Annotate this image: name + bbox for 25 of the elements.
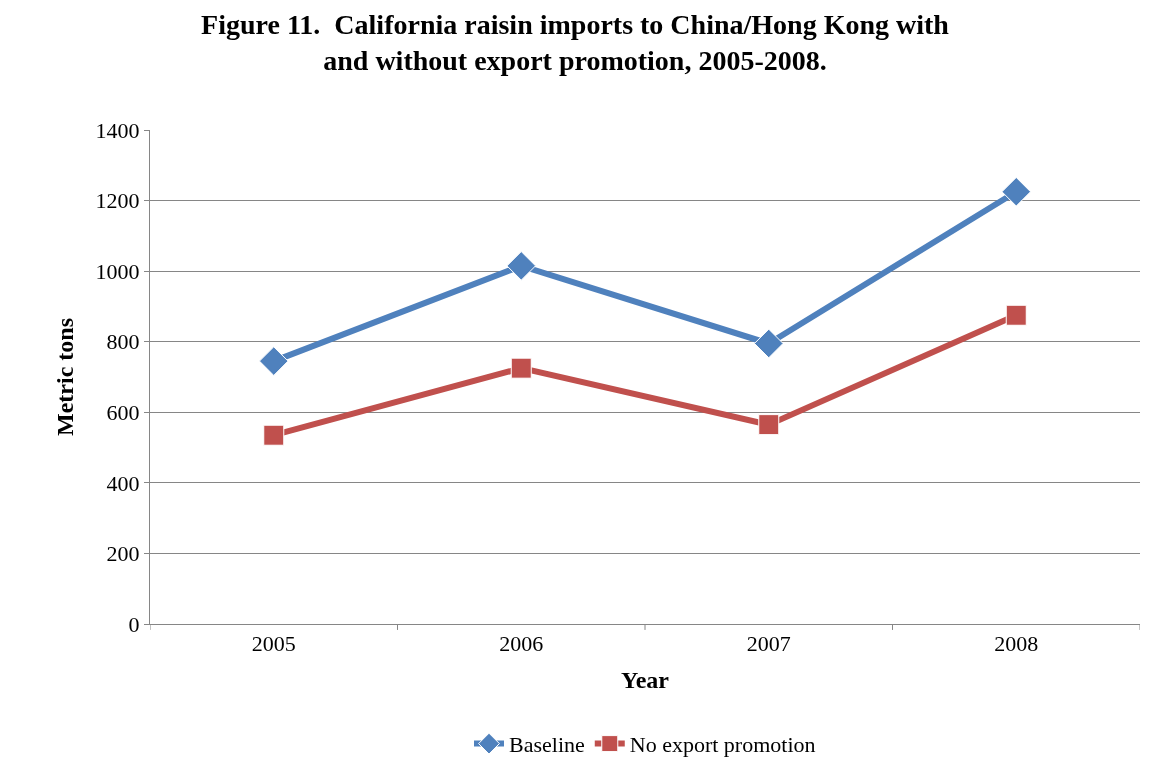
point bbox=[758, 414, 780, 436]
y-tick-label: 1000 bbox=[95, 258, 140, 284]
y-tick-label: 0 bbox=[128, 611, 140, 637]
y-tick-label: 600 bbox=[106, 399, 140, 425]
x-tick-label: 2006 bbox=[499, 631, 544, 657]
y-axis-title: Metric tons bbox=[51, 318, 78, 436]
legend-label: No export promotion bbox=[629, 732, 816, 758]
y-tick-label: 1200 bbox=[95, 188, 140, 214]
point bbox=[510, 357, 532, 379]
x-tick-label: 2005 bbox=[251, 631, 296, 657]
point bbox=[1001, 176, 1032, 207]
point bbox=[753, 328, 784, 359]
x-axis-title: Year bbox=[621, 666, 670, 693]
x-tick-label: 2007 bbox=[746, 631, 791, 657]
y-tick-label: 1400 bbox=[95, 117, 140, 143]
y-tick-label: 200 bbox=[106, 541, 140, 567]
x-tick-label: 2008 bbox=[994, 631, 1039, 657]
legend-label: Baseline bbox=[509, 732, 585, 758]
point bbox=[506, 251, 537, 281]
y-tick-label: 400 bbox=[106, 470, 140, 496]
y-tick-label: 800 bbox=[106, 329, 140, 355]
point bbox=[258, 346, 289, 376]
chart-title: Figure 11. California raisin imports to China/Hong Kong with and without export promotion, 2005-2008. bbox=[201, 8, 950, 76]
point bbox=[1005, 304, 1027, 326]
point bbox=[263, 424, 285, 446]
